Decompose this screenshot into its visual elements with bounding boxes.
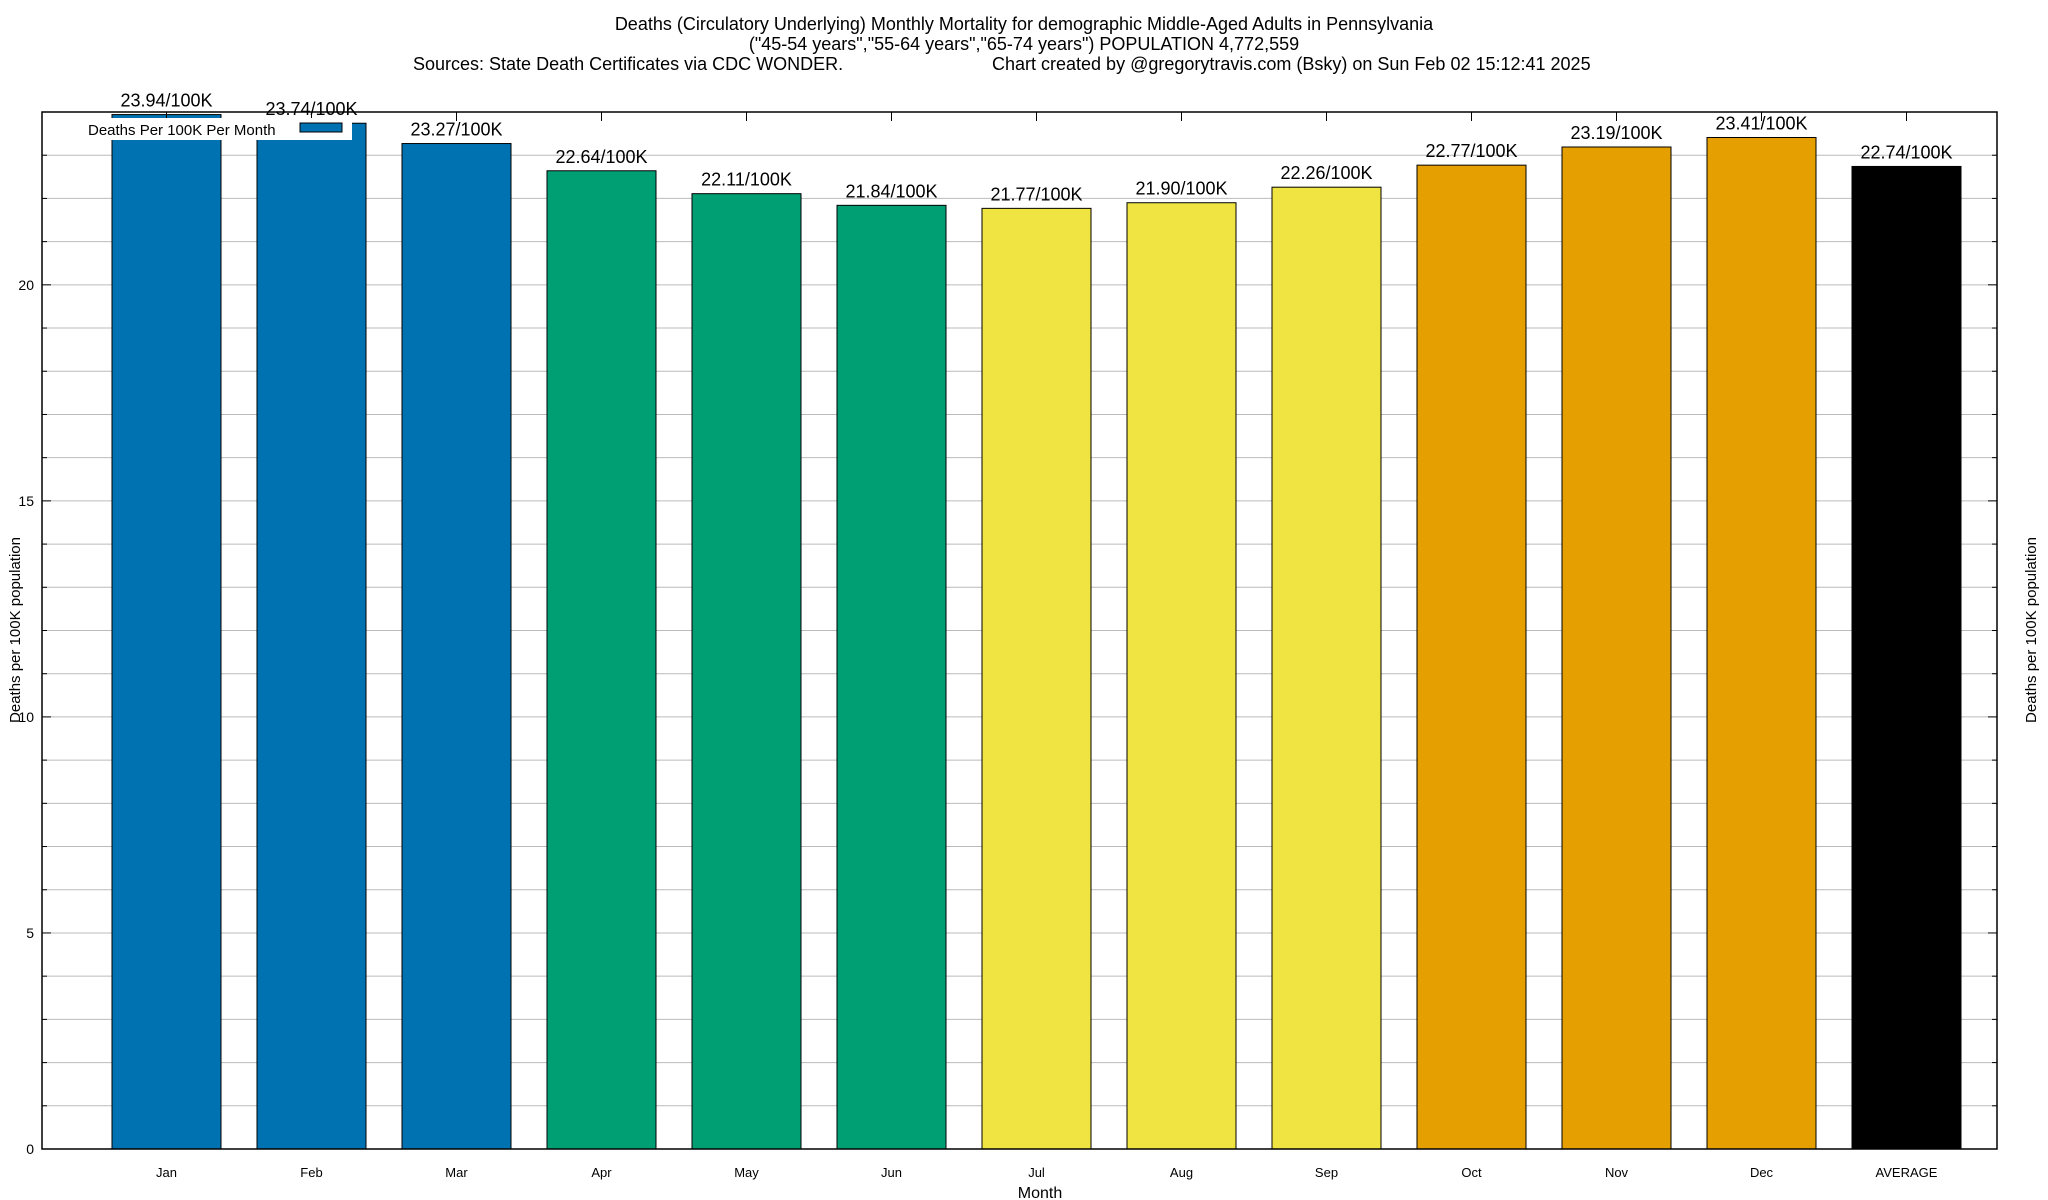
chart-subtitle: ("45-54 years","55-64 years","65-74 year…	[749, 34, 1299, 54]
data-label: 22.77/100K	[1425, 141, 1517, 161]
y-tick-label: 0	[26, 1141, 34, 1157]
x-tick-label: Jan	[156, 1165, 177, 1180]
data-label: 22.74/100K	[1860, 142, 1952, 162]
data-label: 22.26/100K	[1280, 163, 1372, 183]
legend: Deaths Per 100K Per Month	[82, 118, 352, 140]
x-tick-label: Sep	[1315, 1165, 1338, 1180]
data-label: 23.41/100K	[1715, 113, 1807, 133]
bar-may	[691, 193, 802, 1150]
bars: 23.94/100K 23.74/100K 23.27/100K 22.64/100K…	[111, 91, 1962, 1150]
x-tick-label: Jun	[881, 1165, 902, 1180]
data-label: 21.84/100K	[845, 181, 937, 201]
x-tick-label: Oct	[1461, 1165, 1482, 1180]
y-tick-label: 10	[18, 709, 34, 725]
data-label: 23.27/100K	[410, 120, 502, 140]
chart-title: Deaths (Circulatory Underlying) Monthly …	[615, 14, 1434, 34]
x-tick-label: Mar	[445, 1165, 468, 1180]
x-tick-label: Jul	[1028, 1165, 1045, 1180]
y-tick-label: 15	[18, 493, 34, 509]
x-ticks: Jan Feb Mar Apr May Jun Jul Aug Sep Oct Nov Dec AVER…	[156, 112, 1938, 1180]
chart-credit: Chart created by @gregorytravis.com (Bsk…	[992, 54, 1591, 74]
x-axis-label: Month	[1018, 1185, 1062, 1200]
data-label: 23.74/100K	[265, 99, 357, 119]
x-tick-label: Apr	[591, 1165, 612, 1180]
y-ticks: 0 5 10 15 20	[18, 154, 1997, 1157]
x-tick-label: Dec	[1750, 1165, 1774, 1180]
bar-aug	[1126, 202, 1237, 1150]
x-tick-label: AVERAGE	[1876, 1165, 1938, 1180]
bar-dec	[1706, 136, 1817, 1150]
data-label: 22.64/100K	[555, 147, 647, 167]
legend-swatch	[299, 122, 343, 133]
plot-frame	[41, 111, 1998, 1150]
bar-jul	[981, 207, 1092, 1150]
x-tick-label: Aug	[1170, 1165, 1193, 1180]
bar-mar	[401, 143, 512, 1150]
data-label: 23.94/100K	[120, 91, 212, 111]
legend-label: Deaths Per 100K Per Month	[88, 122, 276, 139]
y-axis-label: Deaths per 100K population	[7, 537, 24, 723]
chart-sources: Sources: State Death Certificates via CD…	[413, 54, 843, 74]
data-label: 21.90/100K	[1135, 179, 1227, 199]
bar-sep	[1271, 186, 1382, 1150]
y-axis-label-right: Deaths per 100K population	[2023, 537, 2040, 723]
bar-apr	[546, 170, 657, 1150]
data-label: 21.77/100K	[990, 184, 1082, 204]
bar-feb	[256, 122, 367, 1150]
bar-jun	[836, 204, 947, 1150]
y-tick-label: 5	[26, 925, 34, 941]
x-tick-label: May	[734, 1165, 759, 1180]
data-label: 23.19/100K	[1570, 123, 1662, 143]
x-tick-label: Feb	[300, 1165, 322, 1180]
y-tick-label: 20	[18, 277, 34, 293]
bar-oct	[1416, 164, 1527, 1150]
bar-average	[1851, 165, 1962, 1150]
bar-nov	[1561, 146, 1672, 1150]
x-tick-label: Nov	[1605, 1165, 1629, 1180]
data-label: 22.11/100K	[701, 170, 792, 190]
bar-jan	[111, 114, 222, 1150]
